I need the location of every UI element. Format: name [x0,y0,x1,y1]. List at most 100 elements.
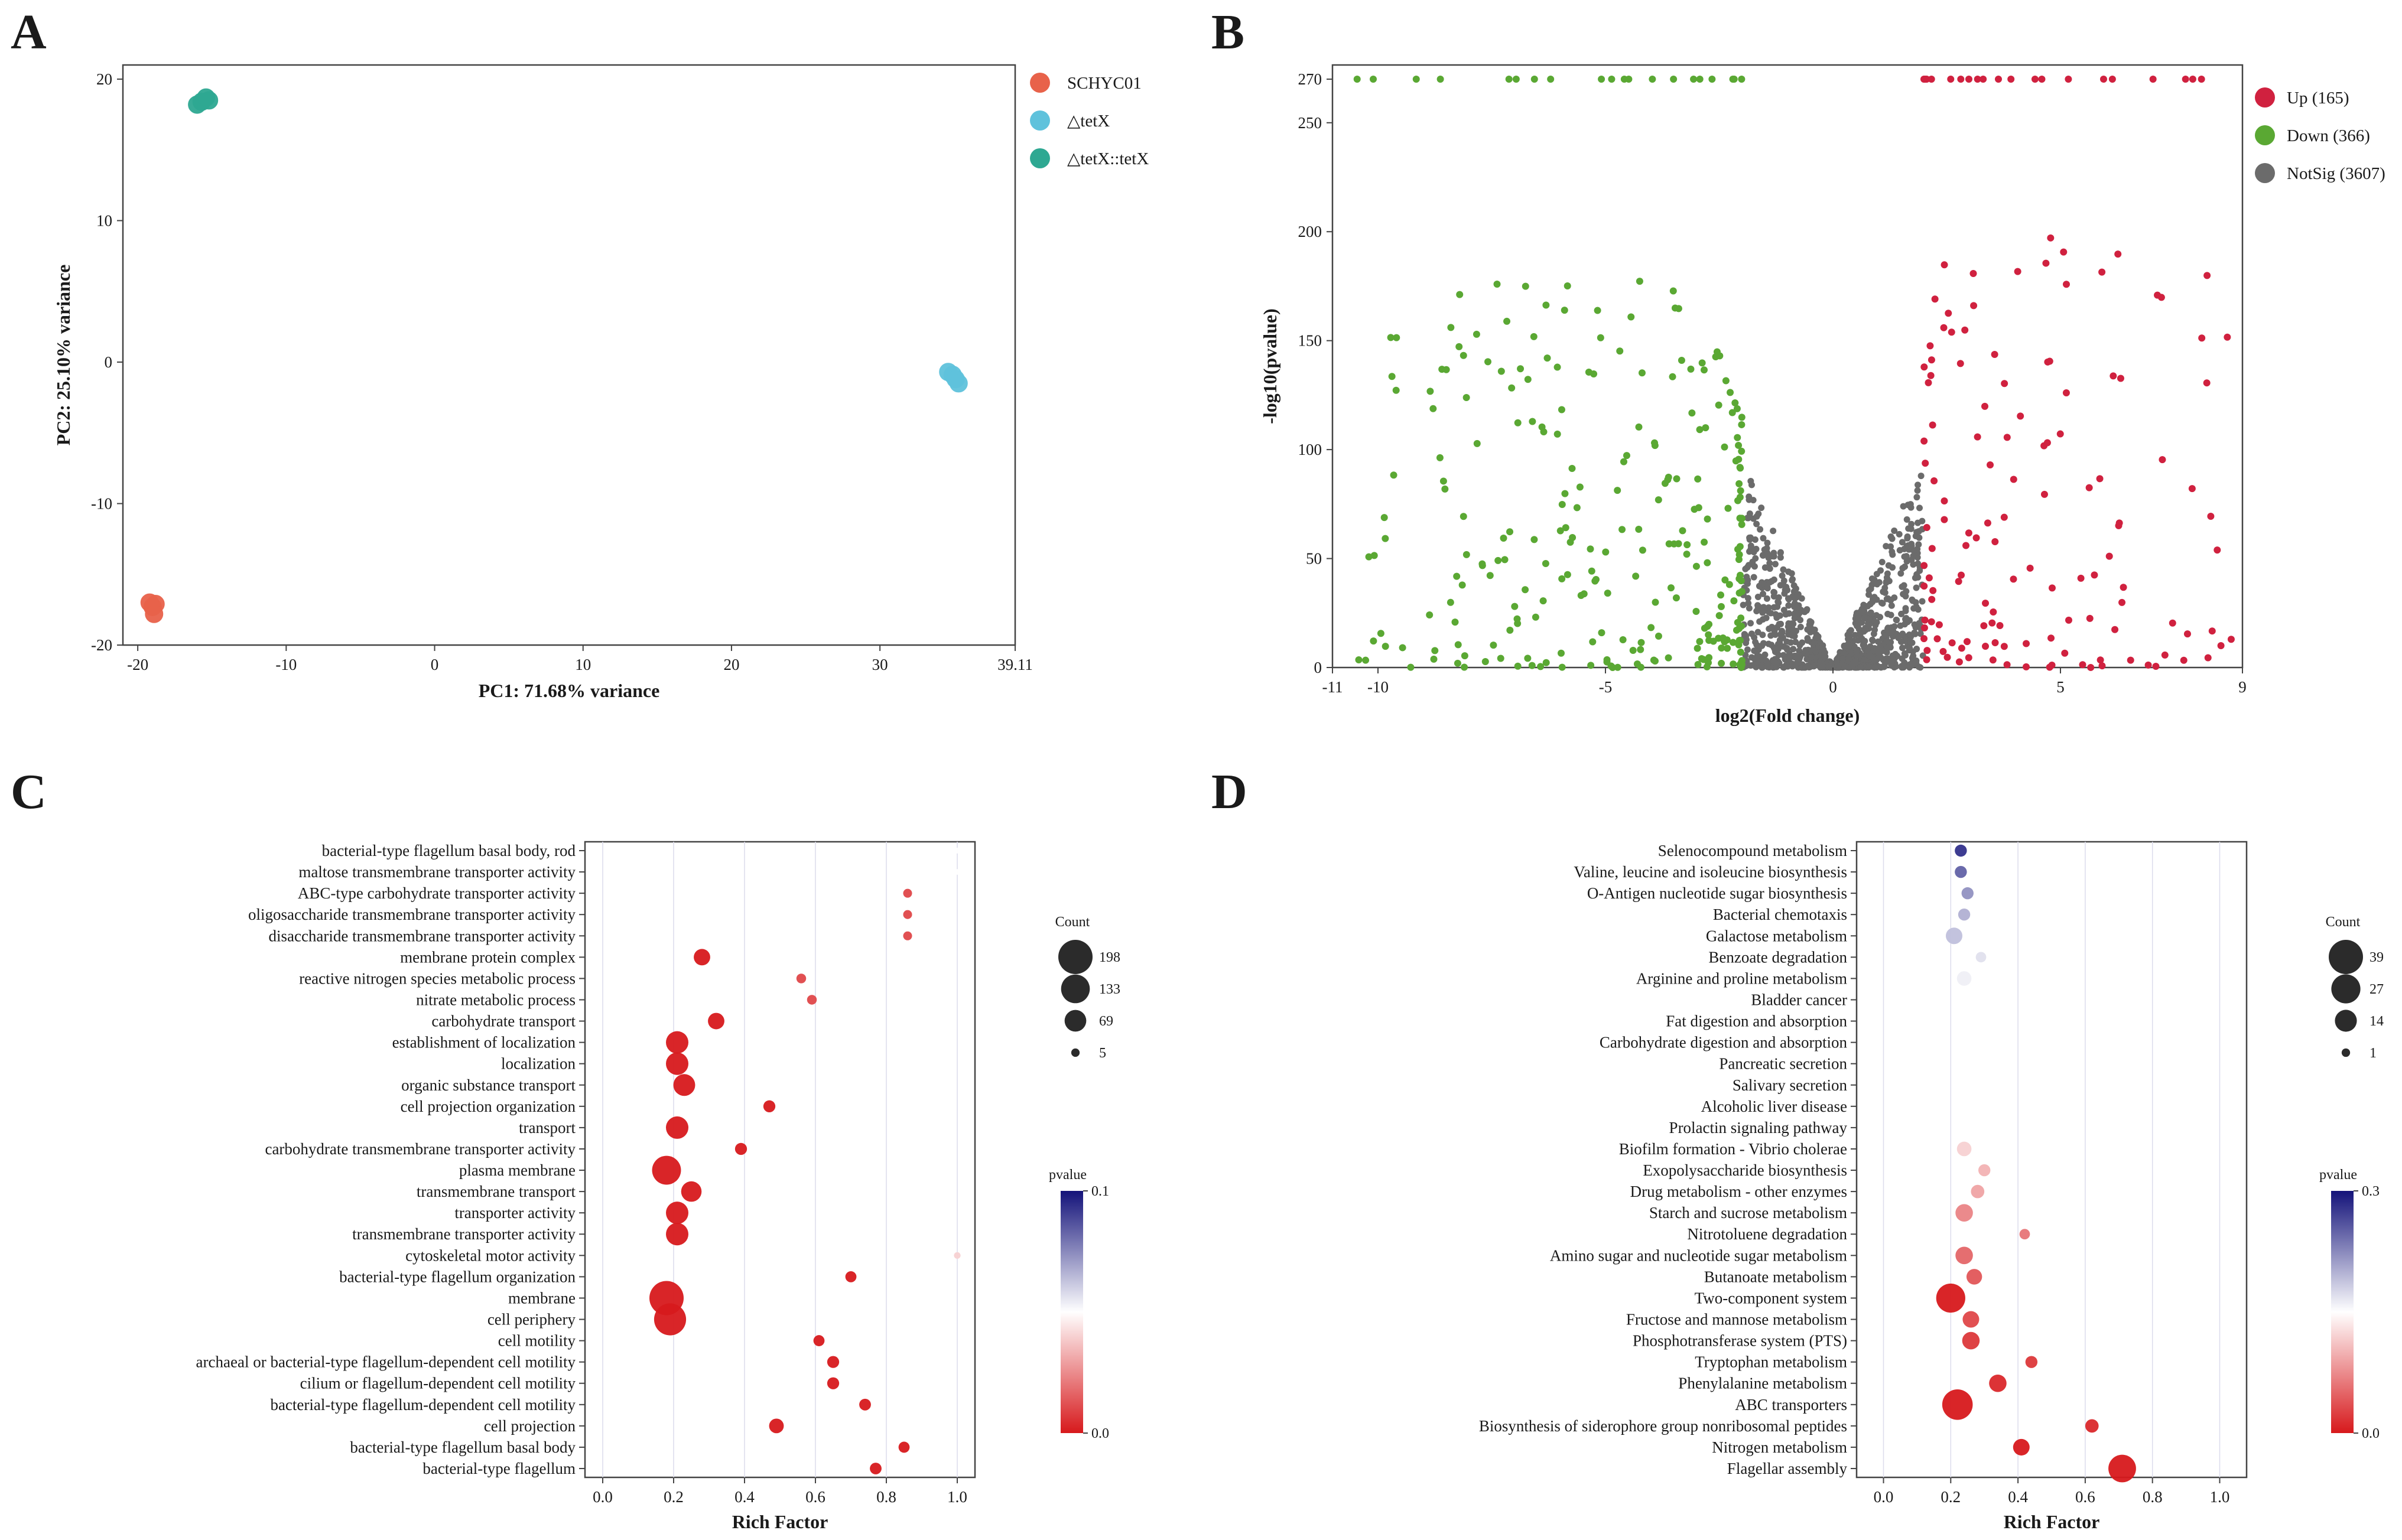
volcano-point-down [1705,631,1712,639]
category-label: maltose transmembrane transporter activi… [298,863,576,881]
volcano-point-notsig [1878,559,1886,566]
volcano-point-notsig [1903,516,1910,523]
volcano-point-down [1556,527,1564,535]
category-label: archaeal or bacterial-type flagellum-dep… [196,1353,576,1371]
volcano-point-notsig [1861,642,1868,649]
volcano-point-down [1738,421,1746,428]
pca-y-tick-label: 0 [105,353,113,371]
category-label: Tryptophan metabolism [1695,1353,1847,1371]
volcano-point-up [1941,261,1948,269]
volcano-point-notsig [1910,652,1917,659]
category-label: Fructose and mannose metabolism [1626,1311,1847,1329]
x-tick-label: 0.8 [876,1488,896,1506]
category-label: Bacterial chemotaxis [1713,906,1847,923]
volcano-point-notsig [1869,598,1876,605]
volcano-point-down [1608,76,1616,83]
volcano-point-up [1921,616,1929,624]
volcano-point-up [2118,598,2126,606]
size-legend-swatch [2331,974,2361,1004]
pca-legend-label: △tetX::tetX [1067,149,1149,168]
volcano-point-down [1514,419,1522,426]
pca-point [200,91,219,110]
volcano-y-axis-title: -log10(pvalue) [1259,308,1280,424]
volcano-point-notsig [1902,652,1909,659]
volcano-point-down [1537,663,1545,670]
volcano-point-notsig [1877,643,1884,650]
volcano-point-down [1412,76,1420,83]
volcano-point-down [1632,572,1640,580]
volcano-y-tick-label: 250 [1298,114,1322,132]
volcano-point-up [1928,356,1935,364]
volcano-point-notsig [1835,662,1842,669]
volcano-point-notsig [1910,605,1917,612]
volcano-point-down [1382,643,1389,650]
volcano-point-notsig [1772,561,1779,568]
size-legend-swatch [1058,940,1093,974]
volcano-point-down [1481,658,1489,666]
volcano-point-down [1738,76,1746,83]
volcano-point-notsig [1752,555,1759,562]
volcano-point-up [1962,542,1970,549]
volcano-point-down [1451,618,1459,626]
category-label: Nitrotoluene degradation [1687,1225,1847,1243]
volcano-point-down [1696,426,1704,434]
volcano-point-down [1724,504,1732,512]
volcano-point-notsig [1763,595,1770,602]
volcano-point-down [1620,76,1628,83]
bubble-point [1956,1141,1972,1157]
volcano-point-up [2062,281,2070,288]
volcano-point-notsig [1881,631,1889,639]
volcano-point-down [1590,370,1598,377]
bubble-point [665,1202,689,1225]
volcano-point-down [1493,281,1501,288]
volcano-point-notsig [1786,655,1793,662]
volcano-point-notsig [1804,626,1811,633]
bubble-point [859,1398,871,1411]
volcano-point-notsig [1917,664,1924,671]
volcano-point-notsig [1881,589,1889,596]
category-label: cytoskeletal motor activity [405,1246,576,1264]
volcano-legend-label: NotSig (3607) [2287,164,2385,183]
volcano-point-down [1717,603,1725,610]
volcano-point-notsig [1743,636,1750,643]
pca-legend-label: △tetX [1067,112,1110,131]
volcano-point-down [1587,662,1595,669]
volcano-point-down [1426,388,1434,395]
volcano-point-notsig [1790,646,1797,653]
volcano-point-notsig [1775,599,1782,606]
volcano-point-down [1564,282,1571,289]
category-label: transmembrane transporter activity [352,1225,576,1243]
volcano-point-down [1717,591,1725,599]
volcano-point-up [2040,490,2048,498]
category-label: organic substance transport [401,1076,576,1094]
volcano-point-up [1988,619,1996,627]
bubble-point [870,1463,882,1474]
volcano-point-notsig [1747,620,1754,627]
volcano-point-notsig [1794,610,1801,617]
volcano-point-down [1715,401,1722,409]
volcano-point-up [1926,342,1934,350]
volcano-x-axis-title: log2(Fold change) [1715,705,1860,726]
bubble-point [2025,1356,2038,1368]
volcano-point-down [1436,454,1444,461]
volcano-point-notsig [1773,660,1780,668]
volcano-point-down [1701,538,1708,546]
bubble-point [2013,1438,2030,1456]
size-legend-label: 1 [2370,1046,2377,1061]
volcano-point-down [1734,545,1741,553]
volcano-point-notsig [1750,548,1757,555]
volcano-point-up [2000,643,2008,650]
volcano-point-notsig [1820,646,1827,653]
volcano-point-down [1497,367,1505,375]
volcano-point-down [1542,559,1549,567]
volcano-point-down [1370,76,1377,83]
volcano-point-notsig [1788,570,1795,577]
category-label: Flagellar assembly [1727,1460,1848,1477]
bubble-point [903,931,912,940]
volcano-point-notsig [1867,653,1874,660]
volcano-point-notsig [1751,647,1758,655]
color-legend-max-label: 0.1 [1091,1184,1109,1199]
pca-plot: -20 -10 0 10 20 30 39.11 -20 -10 0 10 20 PC1: 71.6… [53,64,1149,701]
volcano-point-down [1727,389,1734,396]
